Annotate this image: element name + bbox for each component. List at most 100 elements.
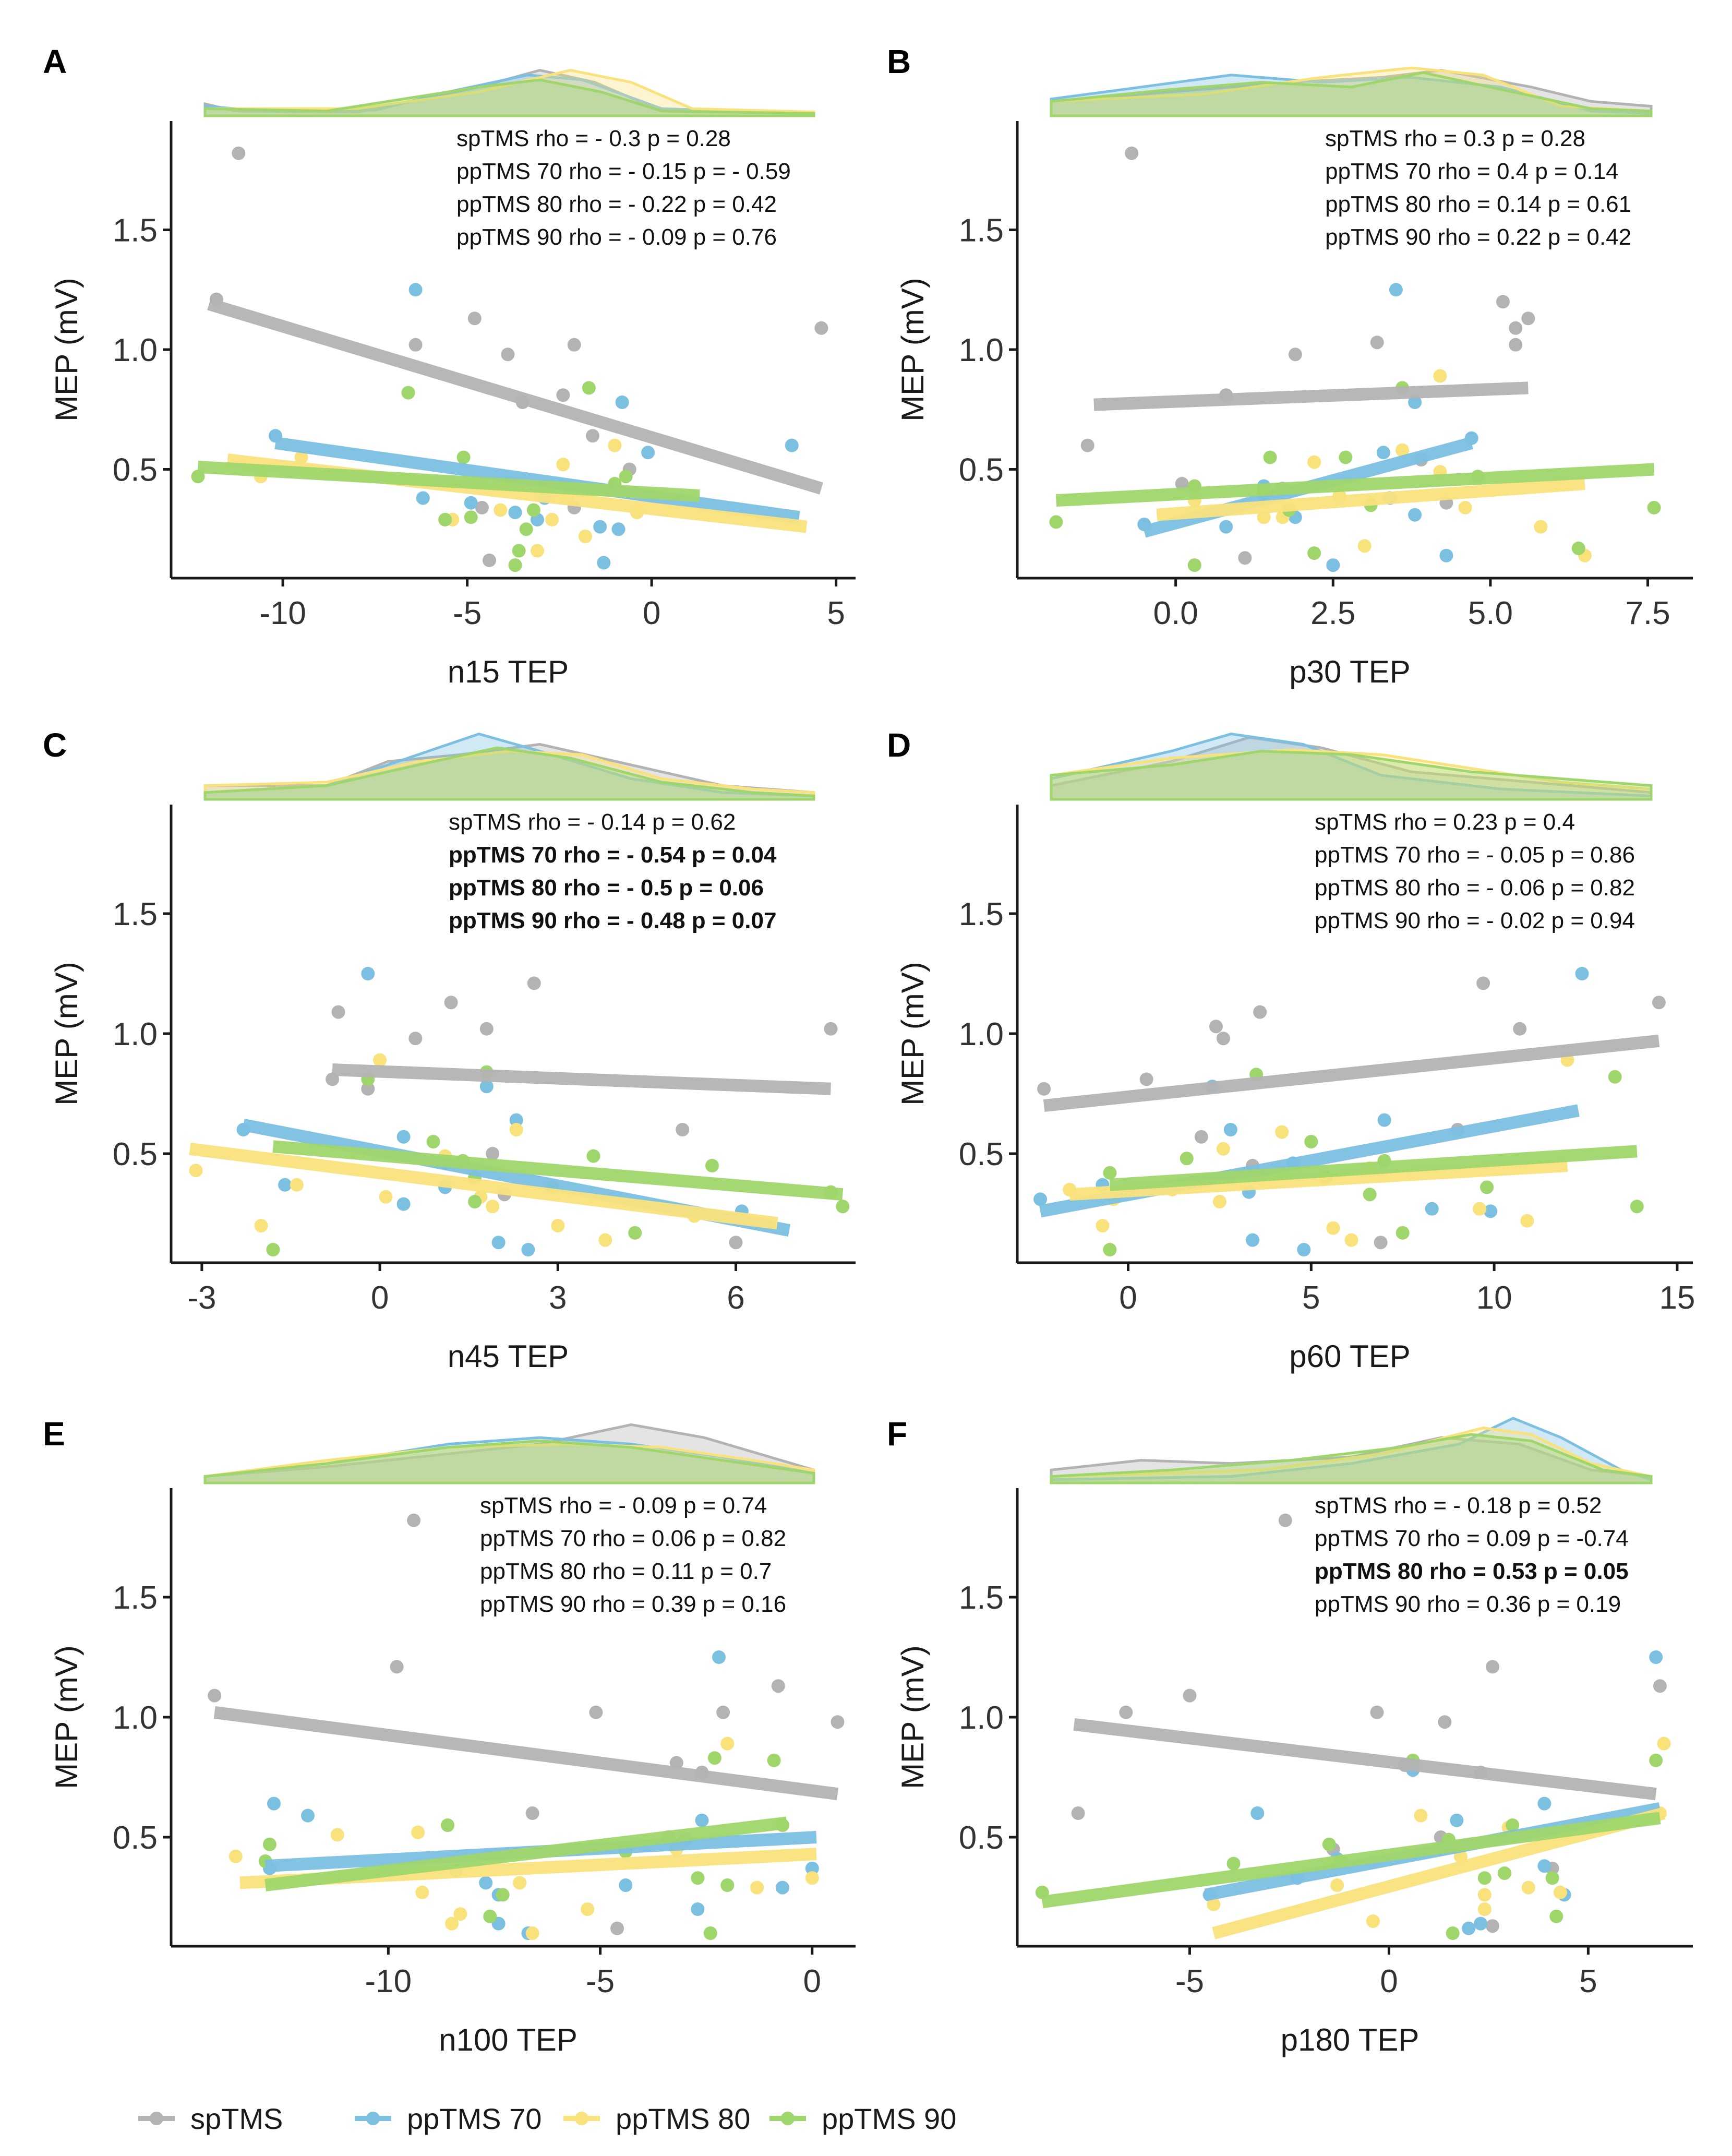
data-point: [445, 1917, 459, 1931]
data-point: [379, 1190, 393, 1204]
data-point: [831, 1715, 845, 1729]
series-pptms-80: [228, 1736, 819, 1940]
regression-line: [1041, 1812, 1661, 1909]
data-point: [1339, 450, 1353, 464]
data-point: [1278, 1513, 1292, 1527]
data-point: [593, 520, 607, 534]
data-point: [331, 1005, 345, 1019]
panel-c: C -3 0 3 6 0.5 1.0 1.5 n45 TEP MEP (mV) spTMS rho …: [43, 726, 856, 1374]
data-point: [1080, 438, 1094, 452]
data-point: [486, 1147, 500, 1160]
data-point: [1506, 1818, 1520, 1832]
series-pptms-70: [1137, 283, 1478, 572]
data-point: [556, 458, 570, 472]
data-point: [1608, 1070, 1622, 1084]
data-point: [1649, 1650, 1663, 1664]
data-point: [526, 503, 540, 517]
x-tick-label: 10: [1476, 1280, 1512, 1316]
stat-annotation: ppTMS 70 rho = - 0.54 p = 0.04: [449, 842, 777, 868]
data-point: [1357, 539, 1372, 553]
x-tick-label: 5.0: [1468, 595, 1513, 631]
data-point: [509, 1113, 523, 1127]
x-tick-label: 0: [371, 1280, 389, 1316]
stat-annotation: ppTMS 80 rho = 0.11 p = 0.7: [480, 1559, 772, 1584]
data-point: [615, 396, 629, 409]
data-point: [508, 558, 522, 572]
series-pptms-90: [1103, 1068, 1644, 1256]
x-tick-label: 2.5: [1310, 595, 1355, 631]
data-point: [407, 1513, 421, 1527]
data-point: [1219, 520, 1233, 534]
series-sptms: [209, 146, 828, 567]
data-point: [1275, 1125, 1289, 1139]
data-point: [267, 1796, 281, 1811]
data-point: [1119, 1705, 1133, 1719]
data-point: [483, 1909, 497, 1923]
data-point: [1653, 1679, 1667, 1693]
stat-annotation: ppTMS 90 rho = - 0.02 p = 0.94: [1315, 908, 1635, 933]
data-point: [1250, 1806, 1265, 1820]
density-plot: [1050, 1417, 1653, 1484]
x-tick-label: 5: [1579, 1963, 1597, 1999]
data-point: [208, 1688, 222, 1703]
x-tick-label: 0: [803, 1963, 821, 1999]
data-point: [824, 1022, 838, 1036]
data-point: [494, 503, 508, 517]
regression-line: [207, 298, 823, 495]
y-tick-label: 0.5: [959, 1136, 1004, 1172]
series-pptms-70: [1033, 967, 1589, 1256]
data-point: [1223, 1123, 1237, 1136]
data-point: [1647, 500, 1661, 514]
data-point: [1175, 477, 1189, 490]
data-point: [1549, 1909, 1563, 1923]
data-point: [361, 1082, 375, 1096]
stat-annotation: spTMS rho = - 0.09 p = 0.74: [480, 1493, 767, 1518]
data-point: [290, 1178, 304, 1192]
data-point: [720, 1878, 735, 1892]
data-point: [1037, 1082, 1051, 1096]
regression-line: [274, 437, 800, 524]
data-point: [467, 312, 482, 326]
x-axis-label: p30 TEP: [1289, 654, 1410, 689]
data-point: [703, 1926, 717, 1940]
data-point: [720, 1736, 735, 1751]
regression-line: [1109, 1145, 1638, 1191]
data-point: [527, 976, 541, 990]
stat-annotation: spTMS rho = - 0.18 p = 0.52: [1315, 1493, 1602, 1518]
legend-swatch-dot: [150, 2112, 163, 2125]
data-point: [464, 510, 478, 524]
x-tick-label: -5: [1175, 1963, 1204, 1999]
data-point: [589, 1705, 603, 1719]
data-point: [1408, 508, 1422, 522]
x-tick-label: 5: [1302, 1280, 1320, 1316]
stat-annotation: ppTMS 90 rho = - 0.48 p = 0.07: [449, 908, 776, 933]
data-point: [581, 1902, 595, 1916]
data-point: [266, 1243, 280, 1256]
data-point: [1363, 1188, 1377, 1202]
data-point: [619, 470, 633, 484]
series-pptms-70: [269, 283, 799, 570]
panel-d: D 0 5 10 15 0.5 1.0 1.5 p60 TEP MEP (mV) spTMS rho…: [887, 726, 1695, 1374]
x-tick-label: 7.5: [1625, 595, 1670, 631]
panel-letter: D: [887, 726, 911, 764]
y-tick-label: 1.5: [959, 896, 1004, 932]
data-point: [1389, 283, 1403, 297]
x-axis-label: p60 TEP: [1289, 1339, 1410, 1374]
data-point: [361, 967, 375, 980]
data-point: [1396, 443, 1409, 457]
data-point: [486, 1200, 500, 1214]
data-point: [1652, 996, 1666, 1010]
data-point: [1571, 541, 1585, 555]
panel-a: A -10 -5 0 5 0.5 1.0 1.5 n15 TEP MEP (mV) spTMS rh…: [43, 43, 856, 689]
data-point: [513, 1876, 527, 1890]
y-tick-label: 0.5: [959, 1820, 1004, 1856]
legend-label: ppTMS 90: [822, 2102, 956, 2135]
data-point: [1187, 558, 1201, 572]
data-point: [254, 1219, 268, 1232]
data-point: [509, 1123, 523, 1136]
data-point: [1253, 1005, 1267, 1019]
y-axis-label: MEP (mV): [49, 278, 84, 422]
data-point: [1498, 1866, 1511, 1880]
stat-annotation: ppTMS 80 rho = - 0.5 p = 0.06: [449, 875, 764, 901]
x-tick-label: 15: [1659, 1280, 1695, 1316]
